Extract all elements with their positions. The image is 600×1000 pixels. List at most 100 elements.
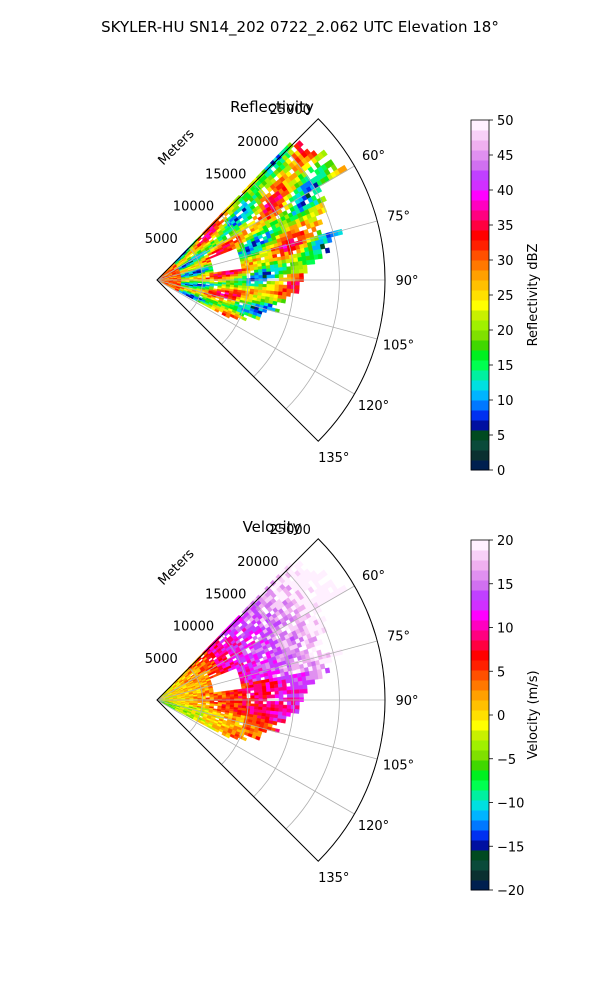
- echo-cell: [298, 264, 304, 270]
- echo-cell: [278, 267, 284, 272]
- radial-axis-label: Meters: [156, 546, 198, 588]
- echo-cell: [270, 267, 276, 272]
- colorbar-segment: [471, 370, 489, 381]
- echo-cell: [270, 707, 276, 712]
- echo-cell: [242, 283, 247, 287]
- colorbar-tick-label: 40: [497, 184, 514, 199]
- echo-cell: [266, 268, 271, 273]
- colorbar-segment: [471, 280, 489, 291]
- echo-cell: [254, 695, 260, 699]
- echo-cell: [278, 707, 284, 713]
- echo-cell: [266, 271, 272, 276]
- echo-cell: [242, 695, 247, 699]
- colorbar-segment: [471, 190, 489, 201]
- colorbar-segment: [471, 680, 489, 691]
- echo-cell: [320, 149, 328, 158]
- echo-cell: [310, 259, 316, 265]
- echo-cell: [277, 683, 283, 688]
- echo-cell: [266, 284, 272, 288]
- echo-cell: [265, 265, 271, 270]
- echo-cell: [258, 272, 264, 276]
- echo-cell: [321, 626, 328, 634]
- radial-axis-label: Meters: [156, 126, 198, 168]
- echo-cell: [250, 272, 255, 277]
- echo-cell: [242, 693, 247, 697]
- echo-cell: [237, 273, 243, 277]
- echo-cell: [285, 678, 291, 684]
- colorbar-segment: [471, 800, 489, 811]
- colorbar-segment: [471, 150, 489, 161]
- angle-tick-label: 105°: [383, 759, 414, 774]
- echo-cell: [286, 288, 292, 294]
- echo-cell: [286, 284, 292, 290]
- echo-cell: [281, 682, 287, 688]
- colorbar-segment: [471, 260, 489, 271]
- echo-cell: [278, 287, 284, 293]
- echo-cell: [274, 284, 280, 289]
- echo-cell: [258, 283, 264, 288]
- azimuth-gridline: [156, 699, 378, 760]
- echo-cell: [274, 281, 280, 286]
- echo-cell: [262, 691, 268, 696]
- colorbar-tick-label: 25: [497, 289, 514, 304]
- radial-tick-label: 25000: [270, 103, 311, 118]
- colorbar-segment: [471, 410, 489, 421]
- echo-cell: [266, 691, 272, 696]
- echo-cell: [234, 280, 239, 284]
- panel-title: Reflectivity: [230, 98, 314, 116]
- echo-cell: [294, 265, 300, 271]
- radial-tick-label: 10000: [173, 620, 214, 635]
- echo-cell: [294, 705, 300, 710]
- colorbar-segment: [471, 180, 489, 191]
- echo-cell: [320, 569, 328, 578]
- echo-cell: [258, 275, 263, 279]
- echo-cell: [265, 685, 271, 690]
- echo-cell: [266, 688, 271, 693]
- echo-cell: [298, 269, 304, 274]
- echo-cell: [266, 281, 272, 285]
- azimuth-gridline: [156, 585, 355, 701]
- echo-cell: [286, 701, 292, 706]
- colorbar-segment: [471, 840, 489, 851]
- echo-cell: [205, 281, 211, 284]
- echo-cell: [311, 226, 317, 233]
- echo-cell: [294, 289, 300, 294]
- echo-cell: [249, 267, 255, 271]
- colorbar-segment: [471, 360, 489, 371]
- echo-cell: [220, 709, 226, 713]
- echo-cell: [229, 696, 235, 700]
- echo-cell: [253, 689, 259, 694]
- echo-cell: [217, 696, 223, 700]
- colorbar-segment: [471, 160, 489, 171]
- echo-cell: [294, 685, 300, 691]
- echo-cell: [310, 679, 316, 685]
- echo-cell: [326, 236, 333, 244]
- colorbar-segment: [471, 740, 489, 751]
- echo-cell: [241, 316, 248, 322]
- angle-tick-label: 120°: [358, 399, 389, 414]
- echo-cell: [278, 270, 284, 275]
- panel-title: Velocity: [243, 518, 302, 536]
- colorbar-segment: [471, 780, 489, 791]
- echo-cell: [205, 694, 211, 697]
- colorbar-segment: [471, 430, 489, 441]
- echo-cell: [250, 695, 255, 699]
- echo-cell: [266, 704, 272, 708]
- echo-cell: [302, 264, 308, 270]
- echo-cell: [272, 720, 278, 726]
- echo-cell: [302, 680, 308, 686]
- echo-cell: [274, 707, 280, 712]
- figure-suptitle: SKYLER-HU SN14_202 0722_2.062 UTC Elevat…: [101, 18, 499, 37]
- colorbar-label: Reflectivity dBZ: [526, 244, 541, 347]
- colorbar-segment: [471, 820, 489, 831]
- echo-cell: [316, 669, 323, 675]
- azimuth-gridline: [156, 220, 378, 281]
- echo-cell: [225, 696, 231, 699]
- echo-cell: [213, 283, 219, 287]
- colorbar-tick-label: 50: [497, 114, 514, 129]
- echo-cell: [266, 274, 272, 279]
- echo-cell: [238, 700, 243, 704]
- echo-cell: [282, 288, 288, 293]
- echo-cell: [286, 292, 291, 297]
- azimuth-gridline: [156, 279, 378, 340]
